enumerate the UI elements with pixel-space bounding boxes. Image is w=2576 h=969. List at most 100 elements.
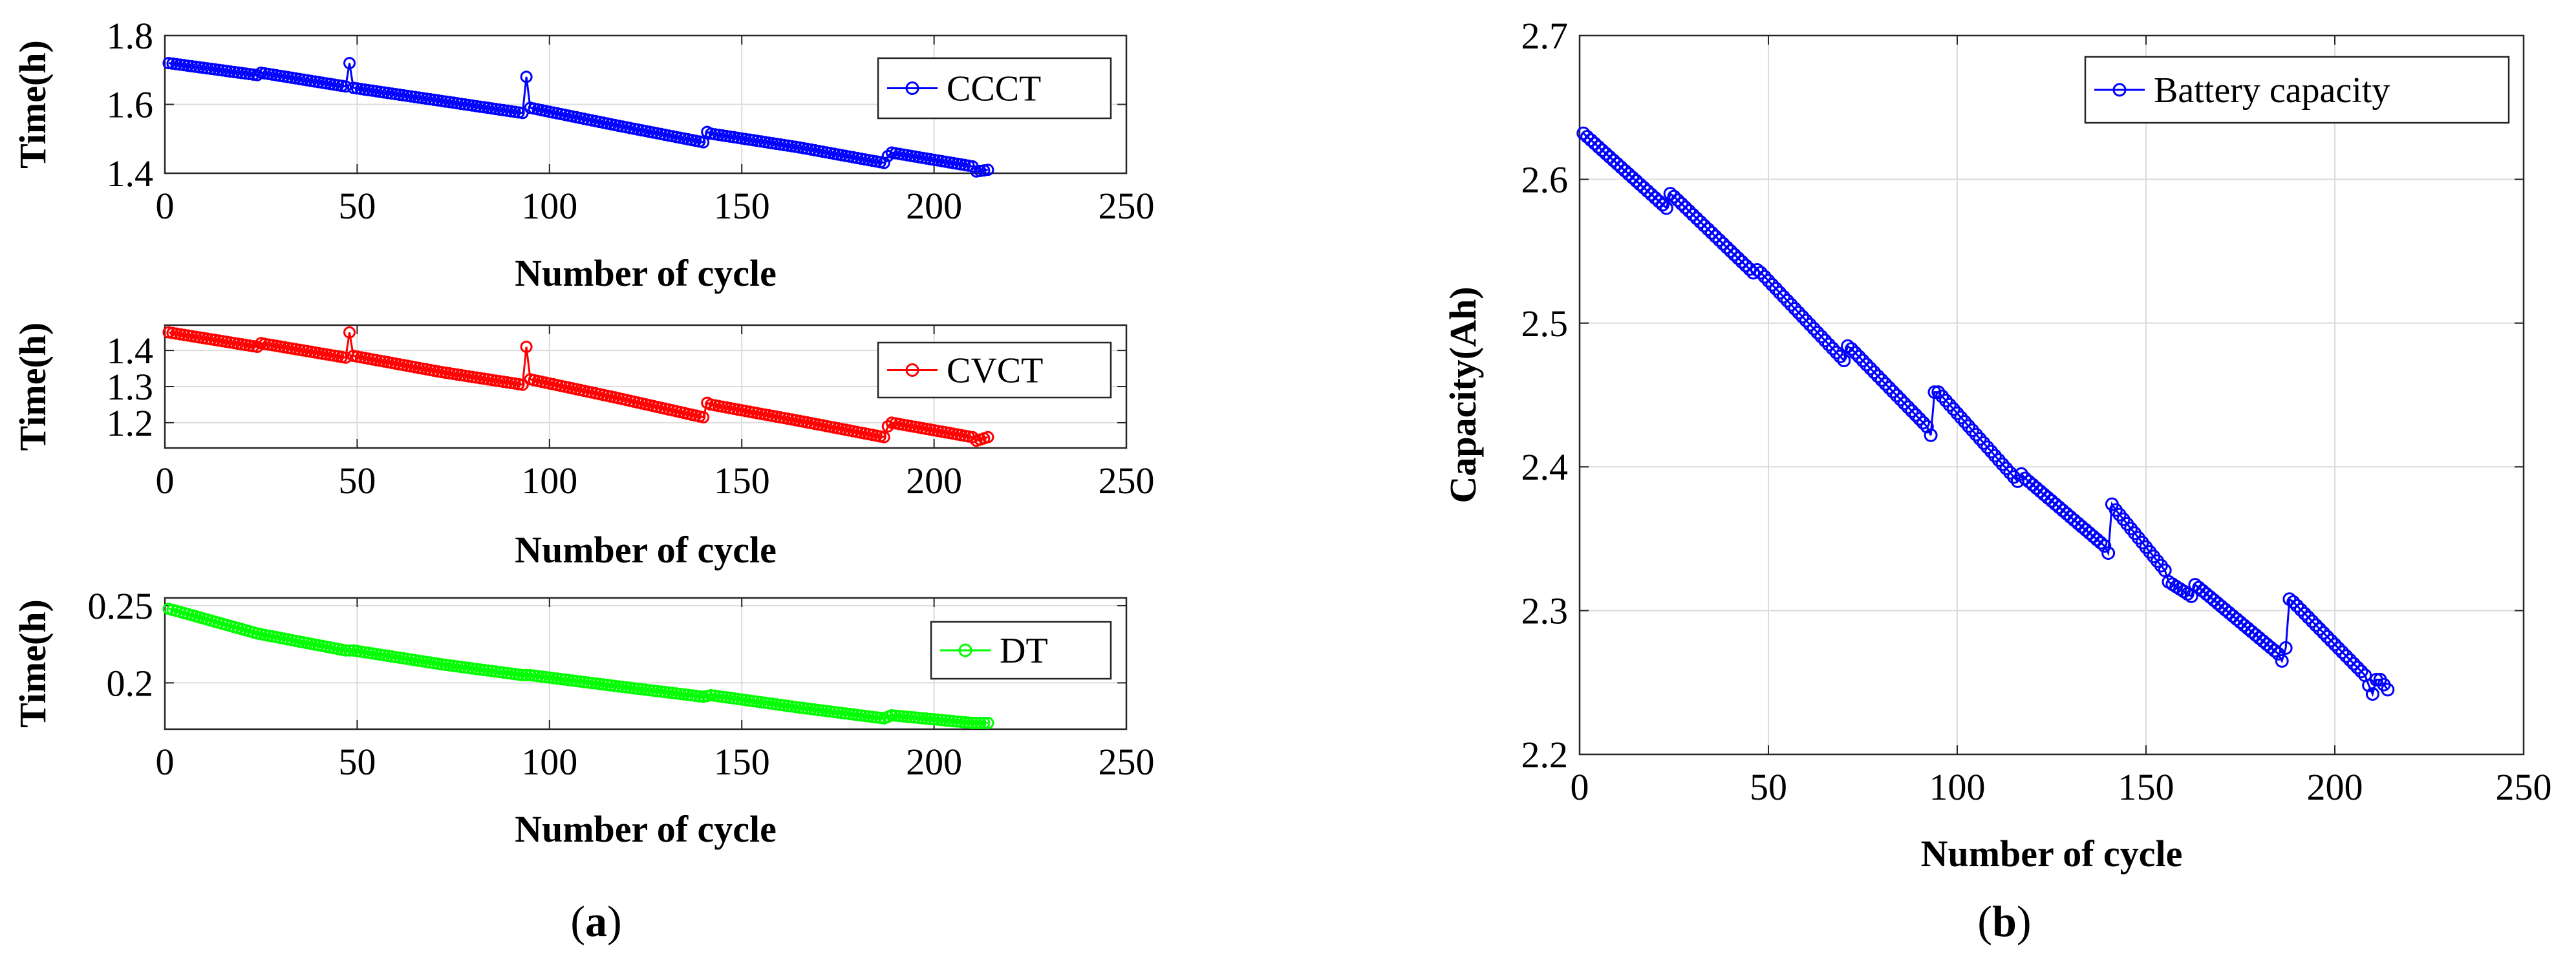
data-point <box>1807 321 1821 335</box>
legend-label: CCCT <box>947 69 1041 109</box>
data-point <box>1810 326 1825 339</box>
data-point <box>966 431 979 443</box>
data-point <box>1693 215 1708 229</box>
data-point <box>1757 270 1772 284</box>
data-point <box>1697 218 1712 233</box>
data-point <box>2313 622 2327 636</box>
data-point <box>1644 187 1658 202</box>
data-point <box>954 716 967 729</box>
data-point <box>1716 237 1730 251</box>
data-point <box>1599 147 1613 161</box>
data-point <box>950 715 963 728</box>
legend: Battery capacity <box>2084 56 2510 124</box>
x-axis-label: Number of cycle <box>515 252 777 294</box>
data-point <box>2320 630 2334 644</box>
data-point <box>2332 641 2346 655</box>
legend-marker <box>905 363 919 377</box>
data-point <box>1731 251 1745 265</box>
data-point <box>1927 385 1942 399</box>
x-tick-label: 200 <box>906 741 962 783</box>
data-point <box>1675 197 1689 211</box>
data-point <box>1965 423 1979 438</box>
data-point <box>1648 191 1662 205</box>
data-point <box>1788 302 1802 315</box>
x-tick-label: 150 <box>714 741 770 783</box>
data-point <box>901 710 914 723</box>
data-point <box>1595 144 1609 157</box>
axes-box <box>164 34 1128 175</box>
data-point <box>2309 618 2323 632</box>
x-tick-label: 50 <box>338 741 376 783</box>
legend-label: DT <box>1000 631 1048 671</box>
data-point <box>897 710 910 723</box>
data-point <box>1818 334 1832 348</box>
legend: DT <box>930 621 1112 680</box>
data-point <box>1735 255 1749 269</box>
data-point <box>1988 449 2002 463</box>
data-point <box>1878 377 1893 391</box>
x-tick-label: 250 <box>1099 741 1155 783</box>
data-point <box>2297 606 2312 621</box>
x-tick-label: 250 <box>1099 185 1155 227</box>
data-point <box>1882 381 1896 395</box>
data-point <box>1969 427 1983 442</box>
data-point <box>877 156 890 169</box>
data-point <box>2275 654 2289 668</box>
data-point <box>932 713 944 726</box>
data-point <box>1954 410 1968 425</box>
caption-b: (b) <box>1977 897 2031 946</box>
data-point <box>1909 408 1923 422</box>
data-point <box>1984 445 1999 458</box>
data-point <box>2286 595 2301 609</box>
data-point <box>1591 140 1605 154</box>
data-point <box>889 709 902 722</box>
data-point <box>1867 365 1881 379</box>
axes-box <box>1578 34 2525 756</box>
y-tick-label: 2.4 <box>1521 446 1569 488</box>
data-point <box>1845 342 1858 356</box>
data-point <box>1913 412 1927 426</box>
legend-label: Battery capacity <box>2154 70 2390 111</box>
y-tick-label: 1.2 <box>107 402 154 444</box>
data-point <box>2381 683 2395 697</box>
y-tick-label: 1.4 <box>107 330 154 372</box>
x-tick-label: 200 <box>2307 766 2363 808</box>
chart-panel-4: 0 50 100 150 200 250 2.2 2.3 2.4 2.5 2.6 2.7 Number … <box>1442 15 2552 875</box>
legend-marker <box>2112 83 2127 97</box>
data-point <box>1769 282 1783 296</box>
axes-box <box>164 324 1128 449</box>
data-point <box>2339 649 2353 663</box>
data-point <box>1825 341 1840 356</box>
data-point <box>1973 432 1987 446</box>
data-point <box>1821 337 1836 352</box>
data-point <box>1856 354 1870 368</box>
data-point <box>1776 290 1790 304</box>
data-point <box>516 668 529 681</box>
data-point <box>1916 416 1930 430</box>
data-point <box>1939 394 1953 408</box>
data-point <box>1829 345 1843 359</box>
data-point <box>2014 467 2028 481</box>
data-point <box>1833 350 1847 363</box>
data-point <box>1652 194 1666 208</box>
plot-area <box>1580 36 2524 754</box>
data-point <box>1946 402 1960 416</box>
data-point <box>877 431 890 443</box>
data-point <box>2335 645 2350 659</box>
y-axis-label: Time(h) <box>12 323 54 451</box>
data-point <box>1584 133 1598 147</box>
data-point <box>1999 462 2013 476</box>
caption-b-letter: b <box>1992 897 2017 946</box>
data-point <box>1950 406 1964 420</box>
x-tick-label: 150 <box>714 185 770 227</box>
y-tick-label: 1.6 <box>107 84 154 126</box>
x-tick-label: 200 <box>906 185 962 227</box>
data-point <box>1841 339 1855 353</box>
x-tick-label: 0 <box>156 741 175 783</box>
data-point <box>2158 563 2172 577</box>
data-point <box>2282 592 2297 606</box>
data-point <box>1897 396 1911 410</box>
data-point <box>1886 385 1900 399</box>
data-point <box>1603 150 1617 164</box>
x-tick-label: 50 <box>338 185 376 227</box>
